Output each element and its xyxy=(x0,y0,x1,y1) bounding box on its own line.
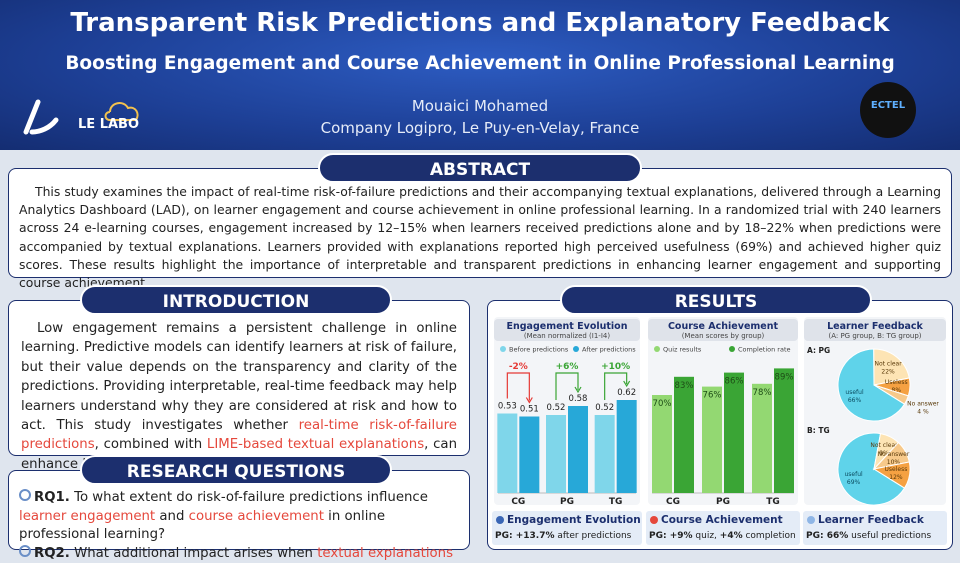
highlighted-text: textual explanations xyxy=(317,546,453,561)
bar xyxy=(617,400,637,493)
logo-mark xyxy=(26,102,56,132)
change-label: +10% xyxy=(601,362,630,372)
poster: Transparent Risk Predictions and Explana… xyxy=(0,0,960,540)
card-title: Engagement Evolution xyxy=(507,514,641,526)
slice-category: useful xyxy=(845,389,864,396)
slice-value: 22% xyxy=(881,369,895,376)
change-label: +6% xyxy=(556,362,579,372)
text: What additional impact arises when xyxy=(70,546,317,561)
rq-label: RQ2. xyxy=(34,546,70,561)
bar xyxy=(519,417,539,494)
highlighted-text: LIME-based textual explanations xyxy=(207,437,424,452)
bar xyxy=(595,415,615,493)
rq-label: RQ1. xyxy=(34,490,70,505)
card-title: Course Achievement xyxy=(661,514,783,526)
highlighted-text: course achievement xyxy=(189,509,324,524)
slice-category: useful xyxy=(844,471,863,478)
x-tick-label: TG xyxy=(609,497,623,507)
bar xyxy=(752,384,772,493)
logo-right: ECTEL xyxy=(856,80,920,144)
text: and xyxy=(155,509,188,524)
data-label: 78% xyxy=(753,388,772,398)
data-label: 86% xyxy=(725,377,744,387)
slice-value: 69% xyxy=(847,479,861,486)
pie-label: A: PG xyxy=(807,346,830,355)
research-question: RQ2. What additional impact arises when … xyxy=(19,545,459,563)
logo-text: ECTEL xyxy=(871,100,906,111)
x-tick-label: PG xyxy=(716,497,730,507)
legend-label: Completion rate xyxy=(738,346,791,354)
slice-value: 12% xyxy=(889,474,903,481)
chart-subtitle: (Mean normalized (I1-I4) xyxy=(524,332,610,340)
bar xyxy=(652,395,672,493)
section-heading: RESEARCH QUESTIONS xyxy=(80,455,392,485)
legend-label: Quiz results xyxy=(663,346,702,354)
research-question: RQ1. To what extent do risk-of-failure p… xyxy=(19,489,459,545)
bar xyxy=(774,368,794,493)
abstract-text: This study examines the impact of real-t… xyxy=(19,184,941,290)
data-label: 0.53 xyxy=(498,402,517,412)
x-tick-label: TG xyxy=(766,497,780,507)
bar xyxy=(674,377,694,493)
legend-label: After predictions xyxy=(582,346,636,354)
card-title: Learner Feedback xyxy=(818,514,925,526)
legend-swatch xyxy=(573,346,579,352)
legend-swatch xyxy=(654,346,660,352)
change-label: -2% xyxy=(509,362,528,372)
section-heading: RESULTS xyxy=(560,285,872,315)
text: To what extent do risk-of-failure predic… xyxy=(70,490,428,505)
text: , combined with xyxy=(95,437,207,452)
data-label: 83% xyxy=(675,381,694,391)
bar xyxy=(546,415,566,493)
bar xyxy=(497,414,517,494)
slice-category: No answer xyxy=(878,451,910,458)
text: Low engagement remains a persistent chal… xyxy=(21,321,457,433)
section-heading: INTRODUCTION xyxy=(80,285,392,315)
data-label: 0.52 xyxy=(595,403,614,413)
chart-title: Course Achievement xyxy=(668,321,779,332)
x-tick-label: PG xyxy=(560,497,574,507)
results-charts: Engagement Evolution(Mean normalized (I1… xyxy=(488,301,951,548)
slice-category: No answer xyxy=(907,401,939,408)
data-label: 89% xyxy=(775,372,794,382)
title: Transparent Risk Predictions and Explana… xyxy=(0,8,960,38)
slice-category: Not clear xyxy=(874,361,902,368)
highlighted-text: learner engagement xyxy=(19,509,155,524)
data-label: 0.51 xyxy=(520,405,539,415)
card-icon xyxy=(650,516,658,524)
data-label: 76% xyxy=(703,391,722,401)
bar xyxy=(724,373,744,493)
chart-title: Engagement Evolution xyxy=(507,321,628,332)
card-icon xyxy=(807,516,815,524)
chart-subtitle: (A: PG group, B: TG group) xyxy=(828,332,921,340)
slice-value: 66% xyxy=(848,397,862,404)
chart-subtitle: (Mean scores by group) xyxy=(682,332,765,340)
chart-title: Learner Feedback xyxy=(827,321,923,332)
results-box: Engagement Evolution(Mean normalized (I1… xyxy=(487,300,953,550)
introduction-box: Low engagement remains a persistent chal… xyxy=(8,300,470,456)
slice-value: 4 % xyxy=(917,409,929,416)
section-heading: ABSTRACT xyxy=(318,153,642,183)
legend-swatch xyxy=(729,346,735,352)
x-tick-label: CG xyxy=(511,497,525,507)
data-label: 0.58 xyxy=(569,394,588,404)
subtitle: Boosting Engagement and Course Achieveme… xyxy=(0,53,960,74)
bar xyxy=(702,387,722,493)
logo-left: LE LABO xyxy=(18,92,158,144)
legend-swatch xyxy=(500,346,506,352)
logo-text: LE LABO xyxy=(78,117,139,132)
pie-label: B: TG xyxy=(807,426,830,435)
data-label: 0.62 xyxy=(617,388,636,398)
slice-category: Useless xyxy=(885,466,908,473)
card-icon xyxy=(496,516,504,524)
x-tick-label: CG xyxy=(666,497,680,507)
slice-category: Useless xyxy=(885,379,908,386)
data-label: 0.52 xyxy=(547,403,566,413)
bar xyxy=(568,406,588,493)
data-label: 70% xyxy=(653,399,672,409)
legend-label: Before predictions xyxy=(509,346,569,354)
